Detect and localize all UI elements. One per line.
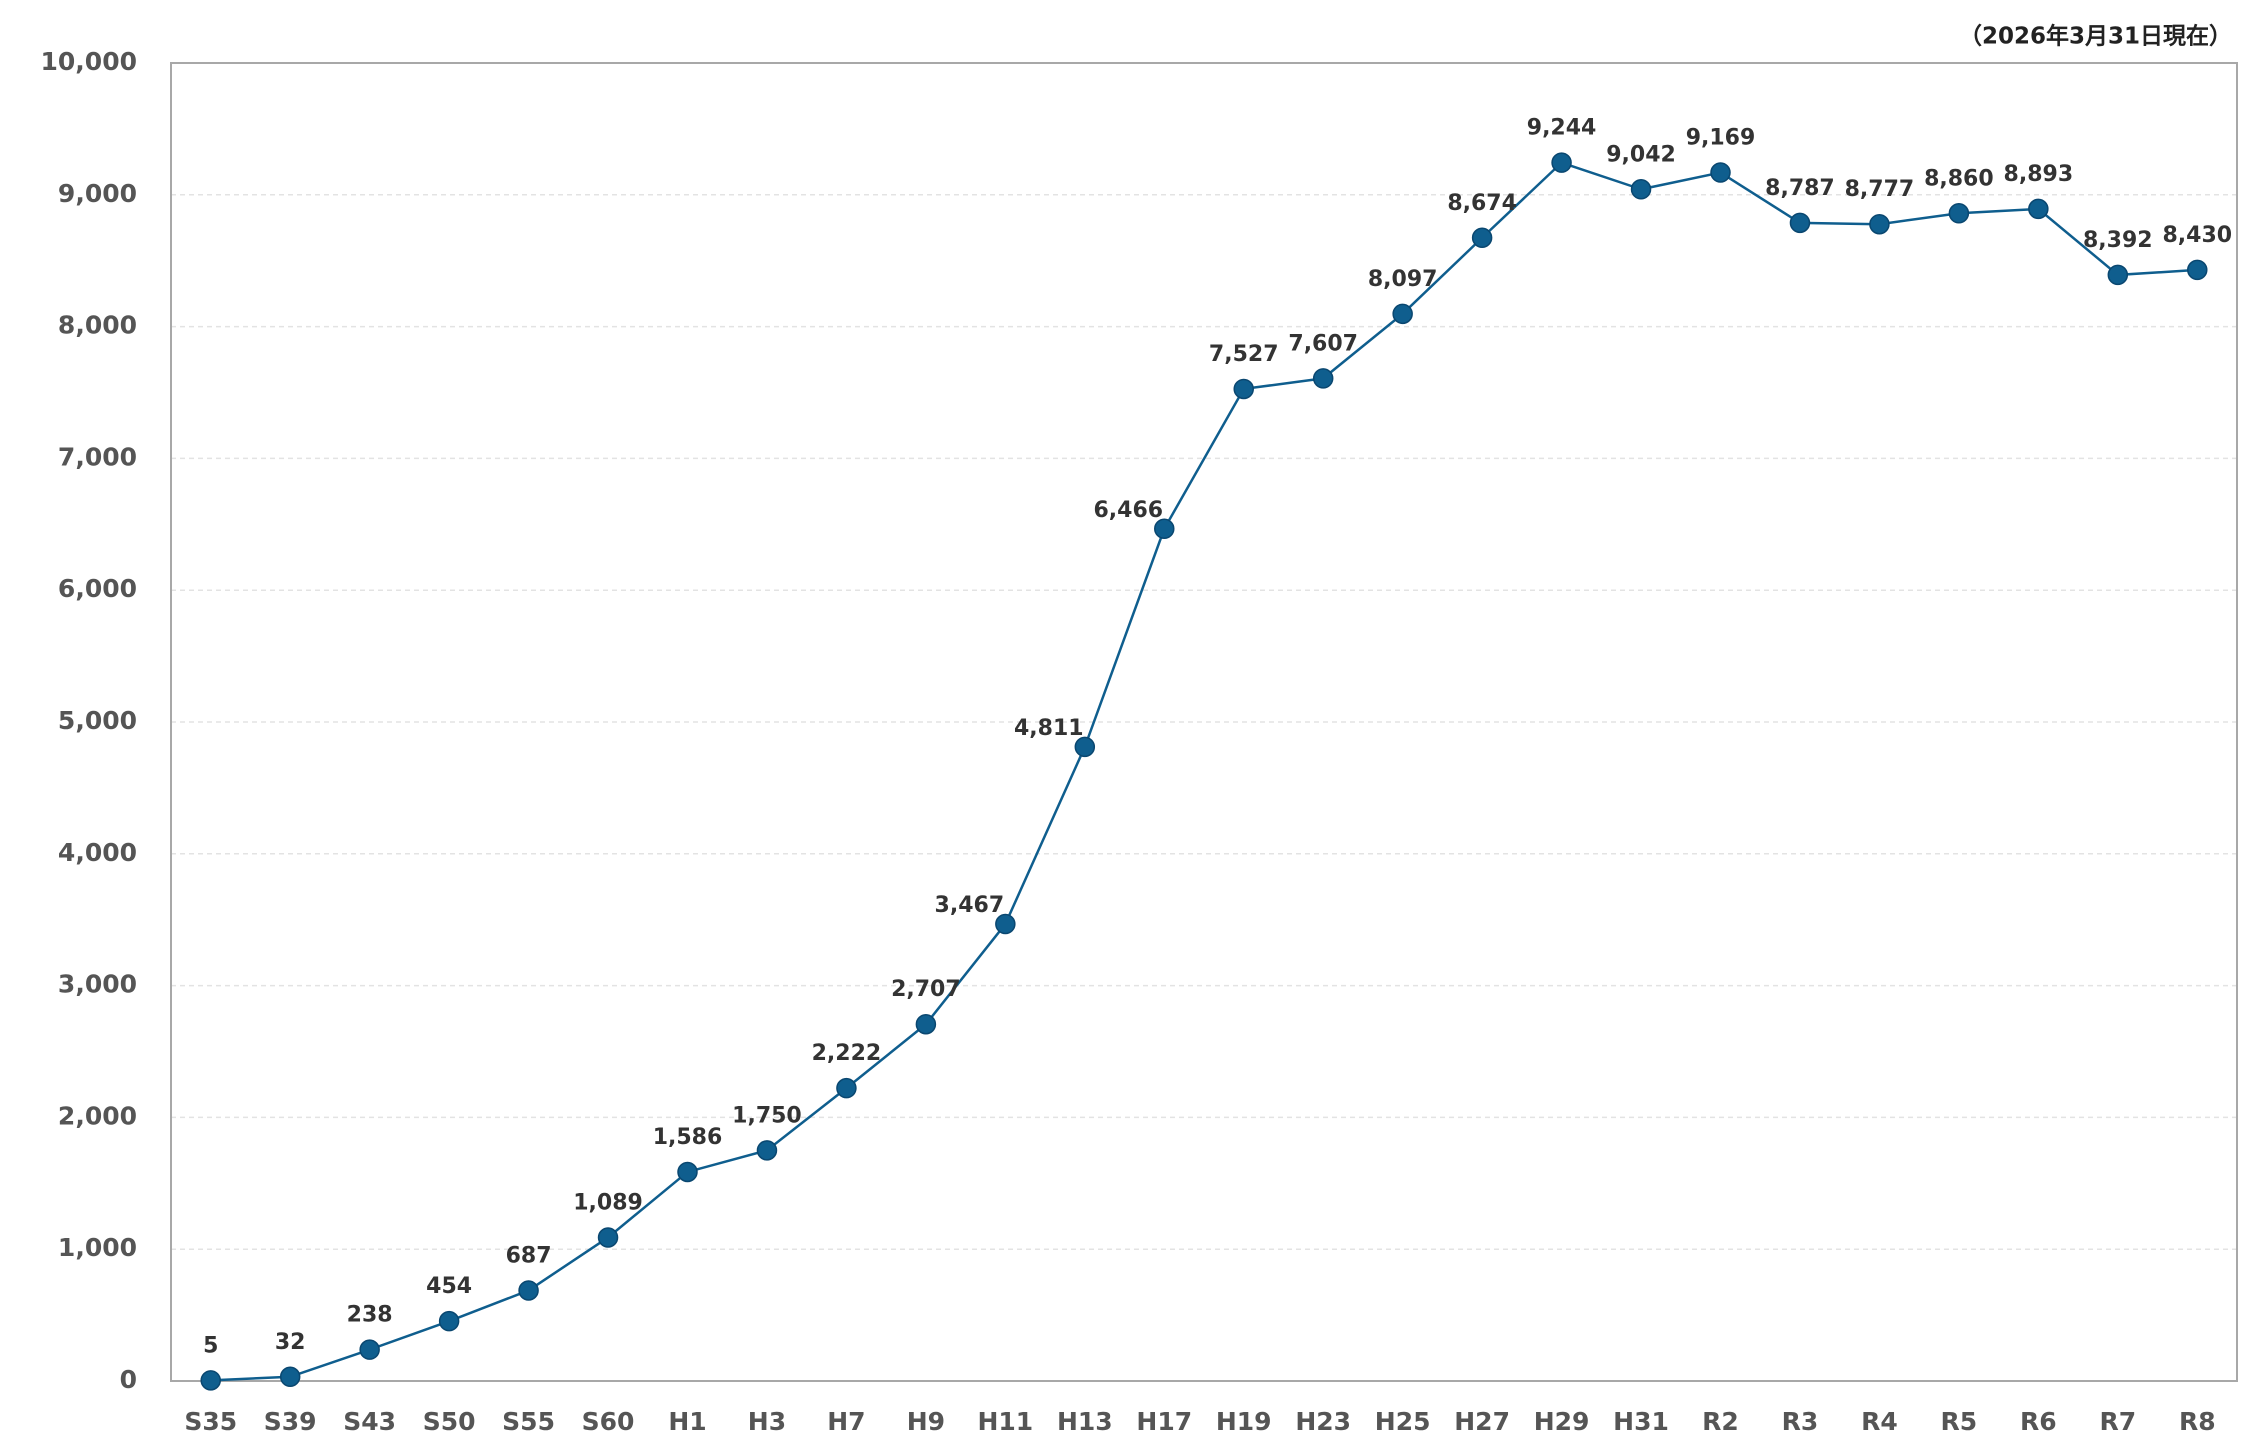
data-point: [677, 1161, 698, 1183]
x-tick-label: H3: [748, 1407, 786, 1436]
x-tick-label: H29: [1534, 1407, 1590, 1436]
data-label: 7,527: [1209, 342, 1279, 367]
data-label: 8,893: [2004, 162, 2074, 187]
x-tick-label: R7: [2099, 1407, 2136, 1436]
x-tick-label: R2: [1702, 1407, 1739, 1436]
data-label: 8,860: [1924, 166, 1994, 191]
data-label: 687: [506, 1243, 552, 1268]
data-label: 7,607: [1288, 331, 1358, 356]
data-point: [1789, 212, 1811, 234]
x-tick-label: S39: [264, 1407, 317, 1436]
y-tick-label: 0: [120, 1365, 137, 1394]
data-point: [1312, 368, 1334, 389]
data-label: 8,097: [1368, 267, 1438, 292]
data-point: [1948, 203, 1970, 224]
series-line: [210, 161, 2198, 1382]
data-point: [1869, 213, 1890, 235]
x-tick-label: S43: [343, 1407, 396, 1436]
data-point: [836, 1077, 857, 1099]
x-tick-label: H23: [1295, 1407, 1351, 1436]
data-point: [2187, 259, 2208, 281]
data-label: 9,169: [1686, 126, 1756, 151]
data-point: [518, 1280, 539, 1301]
data-point: [597, 1227, 619, 1248]
x-tick-label: S55: [502, 1407, 555, 1436]
x-tick-label: H25: [1375, 1407, 1431, 1436]
data-label: 9,244: [1527, 116, 1597, 141]
data-label: 8,392: [2083, 228, 2153, 253]
data-point: [438, 1310, 460, 1332]
data-label: 32: [275, 1330, 306, 1355]
x-tick-label: R6: [2020, 1407, 2057, 1436]
data-label: 8,430: [2162, 223, 2232, 248]
data-point: [359, 1339, 380, 1360]
data-point: [1551, 152, 1572, 173]
data-label: 2,222: [812, 1041, 882, 1066]
data-label: 8,787: [1765, 176, 1835, 201]
y-tick-label: 3,000: [58, 970, 137, 999]
x-tick-label: H1: [668, 1407, 706, 1436]
data-point: [1074, 736, 1096, 758]
y-tick-label: 7,000: [58, 442, 137, 471]
data-point: [279, 1366, 301, 1388]
x-tick-label: R5: [1941, 1407, 1978, 1436]
y-tick-label: 1,000: [58, 1233, 137, 1262]
y-tick-label: 4,000: [58, 838, 137, 867]
data-label: 5: [203, 1333, 218, 1358]
data-point: [2107, 264, 2129, 286]
data-label: 9,042: [1606, 142, 1676, 167]
data-point: [1710, 162, 1731, 183]
x-tick-label: R8: [2179, 1407, 2216, 1436]
x-tick-label: H7: [827, 1407, 865, 1436]
data-label: 1,089: [573, 1190, 643, 1215]
x-tick-label: H11: [977, 1407, 1033, 1436]
y-tick-label: 6,000: [58, 574, 137, 603]
data-point: [1630, 179, 1652, 200]
data-point: [915, 1013, 937, 1035]
x-tick-label: H31: [1613, 1407, 1669, 1436]
y-tick-label: 5,000: [58, 706, 137, 735]
data-label: 6,466: [1093, 498, 1163, 523]
x-tick-label: H9: [907, 1407, 945, 1436]
data-label: 1,586: [653, 1125, 723, 1150]
data-label: 2,707: [891, 977, 961, 1002]
data-point: [1154, 518, 1175, 540]
data-label: 1,750: [732, 1103, 802, 1128]
data-label: 238: [347, 1303, 393, 1328]
data-label: 454: [426, 1274, 472, 1299]
x-tick-label: S60: [582, 1407, 635, 1436]
plot-border: [170, 62, 2238, 1382]
data-point: [200, 1370, 221, 1391]
data-point: [1392, 303, 1413, 325]
data-point: [1471, 227, 1493, 249]
data-point: [2028, 198, 2049, 220]
y-tick-label: 10,000: [41, 47, 137, 76]
y-tick-label: 8,000: [58, 311, 137, 340]
x-tick-label: H13: [1057, 1407, 1113, 1436]
x-tick-label: S50: [423, 1407, 476, 1436]
data-label: 3,467: [935, 893, 1005, 918]
data-point: [756, 1140, 778, 1161]
y-tick-label: 9,000: [58, 179, 137, 208]
x-tick-label: R3: [1782, 1407, 1819, 1436]
data-point: [1233, 378, 1254, 400]
x-tick-label: S35: [184, 1407, 237, 1436]
data-point: [995, 913, 1016, 935]
y-tick-label: 2,000: [58, 1101, 137, 1130]
x-tick-label: R4: [1861, 1407, 1898, 1436]
data-label: 8,777: [1845, 177, 1915, 202]
annotation: （2026年3月31日現在）: [1959, 23, 2232, 50]
data-label: 8,674: [1447, 191, 1517, 216]
x-tick-label: H19: [1216, 1407, 1272, 1436]
x-tick-label: H17: [1136, 1407, 1192, 1436]
data-label: 4,811: [1014, 716, 1084, 741]
x-tick-label: H27: [1454, 1407, 1510, 1436]
